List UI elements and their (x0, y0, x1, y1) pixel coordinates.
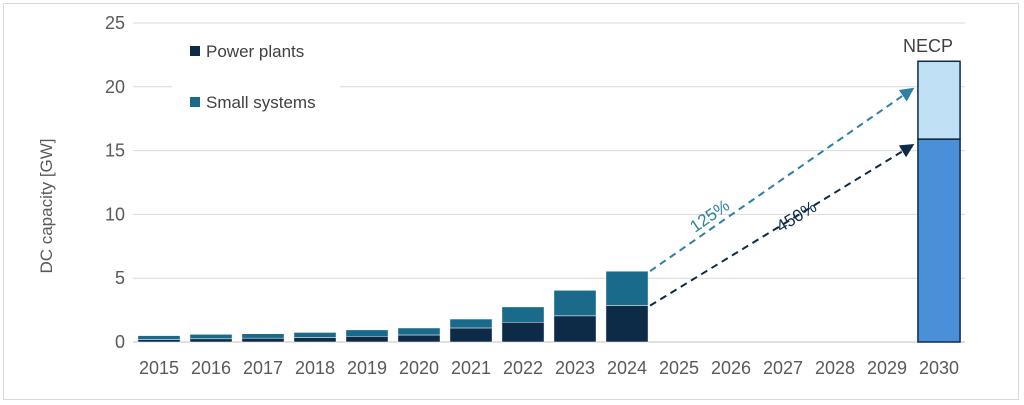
x-tick-label: 2015 (139, 358, 179, 378)
x-tick-label: 2024 (607, 358, 647, 378)
x-tick-label: 2027 (763, 358, 803, 378)
x-tick-label: 2022 (503, 358, 543, 378)
x-tick-label: 2021 (451, 358, 491, 378)
y-tick-label: 20 (105, 77, 125, 97)
x-tick-label: 2016 (191, 358, 231, 378)
x-tick-label: 2029 (867, 358, 907, 378)
legend-swatch-small-systems (190, 97, 200, 107)
bar-small-systems (501, 306, 545, 323)
x-tick-label: 2020 (399, 358, 439, 378)
x-tick-label: 2025 (659, 358, 699, 378)
bars (137, 270, 649, 343)
x-tick-label: 2030 (919, 358, 959, 378)
bar-small-systems (345, 329, 389, 337)
legend-swatch-power-plants (190, 46, 200, 56)
y-tick-label: 10 (105, 204, 125, 224)
bar-power-plants (501, 321, 545, 343)
bar-power-plants (293, 337, 337, 343)
bar-power-plants (137, 339, 181, 343)
legend: Power plants Small systems (172, 30, 340, 134)
growth-label: 450% (773, 197, 820, 236)
bar-small-systems (189, 334, 233, 340)
bar-small-systems (605, 270, 649, 306)
x-tick-label: 2028 (815, 358, 855, 378)
bar-power-plants (345, 336, 389, 343)
y-tick-label: 25 (105, 13, 125, 33)
target-bar-power-plants (917, 138, 961, 343)
x-tick-label: 2018 (295, 358, 335, 378)
y-tick-label: 15 (105, 141, 125, 161)
target-label: NECP (903, 36, 953, 56)
x-tick-label: 2026 (711, 358, 751, 378)
bar-small-systems (553, 290, 597, 317)
x-tick-label: 2019 (347, 358, 387, 378)
bar-power-plants (241, 337, 285, 343)
x-tick-label: 2023 (555, 358, 595, 378)
target-bar-small-systems (917, 60, 961, 140)
y-axis-title: DC capacity [GW] (37, 138, 56, 273)
bar-small-systems (241, 333, 285, 339)
bar-small-systems (397, 327, 441, 336)
growth-arrow (649, 144, 915, 307)
y-tick-label: 0 (115, 332, 125, 352)
bar-power-plants (553, 315, 597, 343)
bar-small-systems (293, 332, 337, 338)
y-tick-labels: 0 5 10 15 20 25 (105, 13, 125, 352)
legend-label-power-plants: Power plants (206, 42, 304, 61)
target-bar (917, 60, 961, 343)
x-tick-labels: 2015 2016 2017 2018 2019 2020 2021 2022 2023 2024… (139, 358, 959, 378)
bar-power-plants (189, 338, 233, 343)
legend-label-small-systems: Small systems (206, 93, 316, 112)
bar-power-plants (397, 334, 441, 343)
bar-power-plants (449, 327, 493, 343)
chart-frame (3, 3, 1019, 400)
growth-arrows: 125% 450% (649, 87, 915, 307)
bar-power-plants (605, 305, 649, 343)
y-tick-label: 5 (115, 268, 125, 288)
x-tick-label: 2017 (243, 358, 283, 378)
bar-small-systems (137, 335, 181, 340)
growth-arrow (649, 87, 915, 273)
bar-small-systems (449, 318, 493, 329)
